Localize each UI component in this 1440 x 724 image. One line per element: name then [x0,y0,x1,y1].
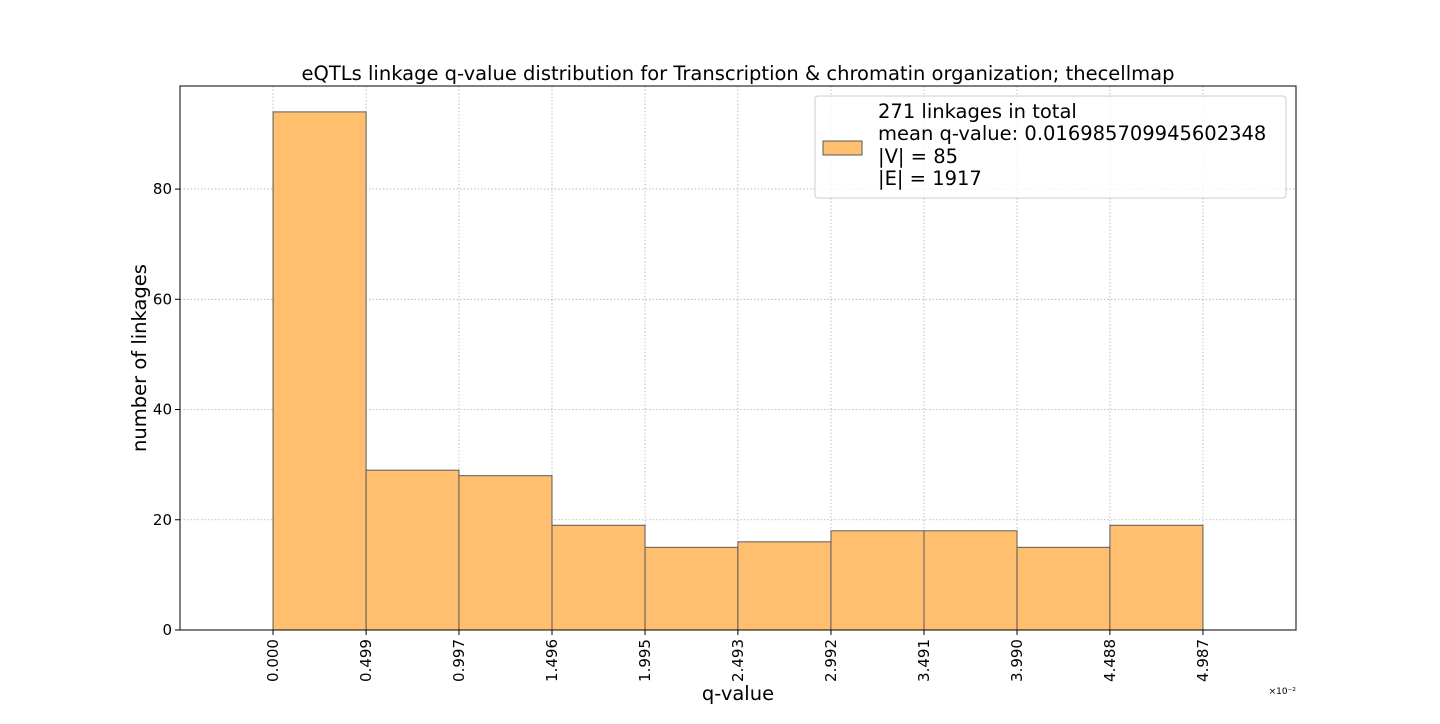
y-tick-label-1: 20 [153,511,172,529]
legend-box [814,95,1287,199]
legend-line-total: 271 linkages in total [878,100,1077,123]
x-tick-label-6: 2.992 [822,639,840,682]
histogram-bar-4 [644,546,739,631]
histogram-bar-3 [551,524,646,631]
histogram-bar-0 [272,111,367,631]
x-tick-label-10: 4.987 [1194,639,1212,682]
x-tick-label-7: 3.491 [915,639,933,682]
x-tick-label-4: 1.995 [636,639,654,682]
x-tick-label-2: 0.997 [450,639,468,682]
chart-title: eQTLs linkage q-value distribution for T… [302,62,1175,85]
x-ticks: 0.000 0.499 0.997 1.496 1.995 2.493 2.992 3.491… [264,630,1212,682]
y-tick-label-3: 60 [153,290,172,308]
legend-swatch [822,140,863,156]
y-tick-label-2: 40 [153,401,172,419]
x-axis-label: q-value [702,682,774,705]
x-tick-label-1: 0.499 [357,639,375,682]
legend: 271 linkages in total mean q-value: 0.01… [814,95,1287,199]
legend-line-edges: |E| = 1917 [878,167,982,190]
y-axis-label: number of linkages [128,264,151,452]
x-tick-label-5: 2.493 [729,639,747,682]
x-tick-label-8: 3.990 [1008,639,1026,682]
bars-layer [272,111,1204,631]
x-tick-label-3: 1.496 [543,639,561,682]
histogram-bar-2 [458,475,553,631]
x-axis-multiplier: ×10⁻² [1269,687,1297,697]
x-tick-label-0: 0.000 [264,639,282,682]
y-tick-label-0: 0 [162,621,172,639]
histogram-bar-6 [830,530,925,631]
histogram-bar-1 [365,469,460,631]
histogram-bar-7 [923,530,1018,631]
y-tick-label-4: 80 [153,180,172,198]
legend-line-vertices: |V| = 85 [878,145,958,168]
x-tick-label-9: 4.488 [1101,639,1119,682]
histogram-bar-9 [1109,524,1204,631]
legend-line-mean: mean q-value: 0.016985709945602348 [878,122,1266,145]
histogram-bar-8 [1016,546,1111,631]
histogram-bar-5 [737,541,832,631]
y-ticks: 0 20 40 60 80 [153,180,180,639]
